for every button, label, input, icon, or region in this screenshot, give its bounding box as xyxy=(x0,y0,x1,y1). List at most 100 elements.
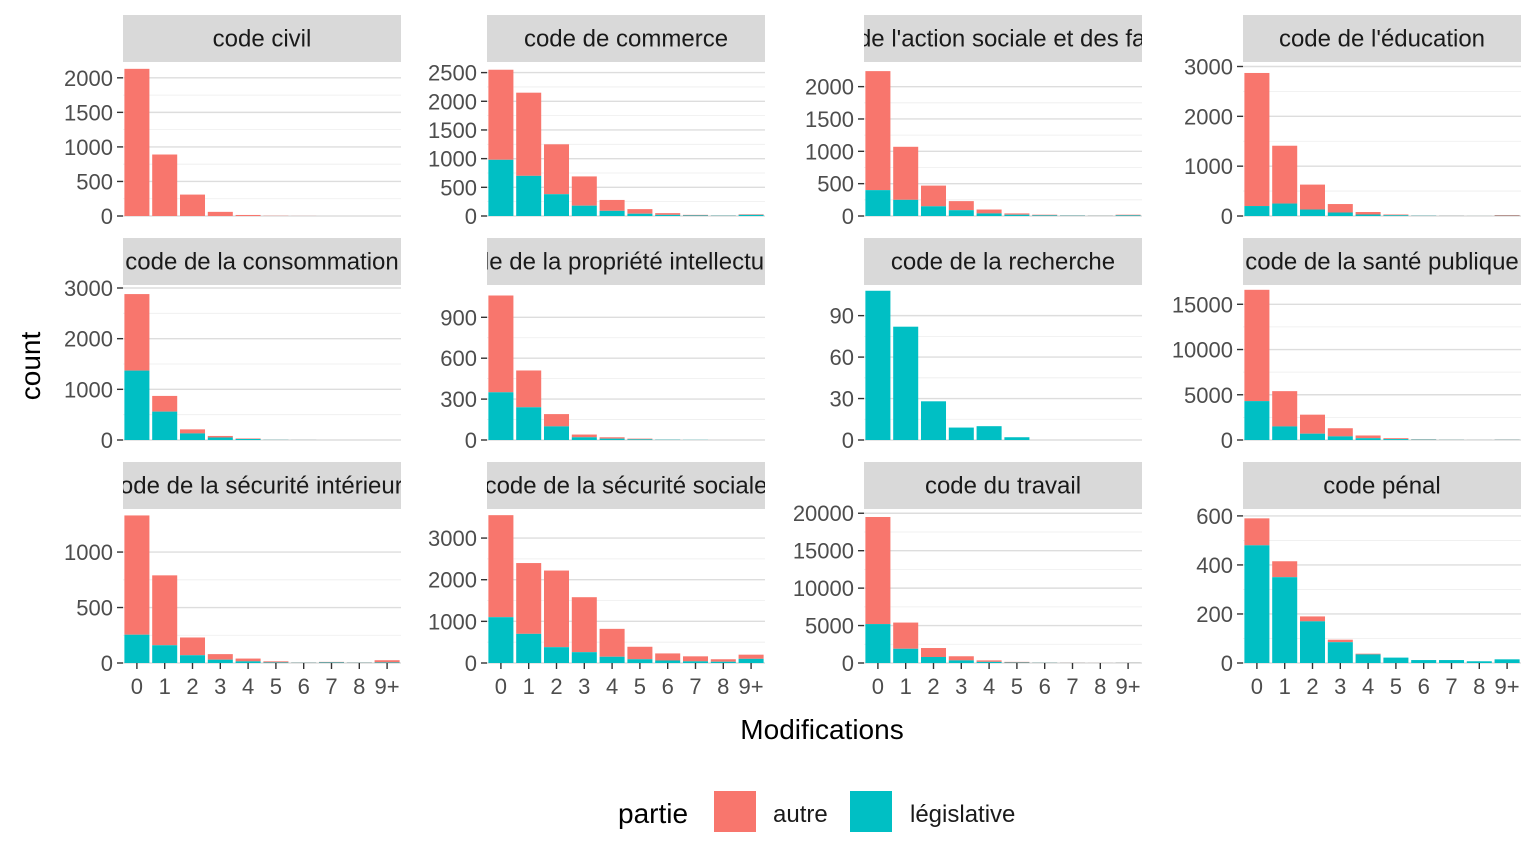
y-tick-label: 0 xyxy=(101,204,113,229)
y-tick-label: 0 xyxy=(1221,204,1233,229)
bar-legislative xyxy=(948,427,974,440)
facet-strip xyxy=(1243,15,1521,62)
bar-legislative xyxy=(710,661,736,663)
x-tick-label: 3 xyxy=(1334,674,1346,699)
bar-legislative xyxy=(893,199,919,216)
panel-4: code de l'éducation 0 1000 2000 3000 xyxy=(1184,15,1521,229)
bar-autre xyxy=(1004,661,1030,663)
bar-legislative xyxy=(627,659,653,663)
bar-autre xyxy=(124,515,150,635)
bar-legislative xyxy=(207,437,233,440)
bar-legislative xyxy=(235,438,261,440)
bar-legislative xyxy=(1299,209,1326,216)
y-tick-label: 0 xyxy=(1221,651,1233,676)
bar-autre xyxy=(516,563,542,634)
x-tick-label: 0 xyxy=(131,674,143,699)
bar-legislative xyxy=(920,401,947,440)
y-tick-label: 500 xyxy=(440,175,477,200)
bar-legislative xyxy=(599,656,625,663)
bar-legislative xyxy=(1327,642,1353,663)
facet-strip xyxy=(487,462,765,509)
bar-autre xyxy=(488,69,514,160)
panel-5: code de la consommation 0 1000 2000 3000 xyxy=(64,238,401,453)
x-tick-label: 2 xyxy=(550,674,562,699)
bar-legislative xyxy=(571,652,597,663)
bar-legislative xyxy=(655,660,681,663)
bar-autre xyxy=(543,144,570,195)
bar-autre xyxy=(488,515,514,618)
bar-legislative xyxy=(235,661,261,663)
bar-legislative xyxy=(543,426,570,440)
facet-title: code de l'éducation xyxy=(1279,26,1485,53)
y-tick-label: 200 xyxy=(1196,602,1233,627)
bar-autre xyxy=(1383,214,1409,216)
bar-autre xyxy=(152,575,178,646)
bar-autre xyxy=(207,654,233,660)
bar-autre xyxy=(235,214,261,216)
bar-legislative xyxy=(1299,621,1326,663)
bar-autre xyxy=(948,201,974,211)
x-tick-label: 2 xyxy=(1306,674,1318,699)
bar-autre xyxy=(1272,391,1298,427)
bar-legislative xyxy=(1411,660,1437,663)
legend-swatch-autre xyxy=(714,791,756,832)
y-tick-label: 1500 xyxy=(428,118,477,143)
bar-autre xyxy=(1244,518,1270,546)
bar-legislative xyxy=(179,655,206,663)
y-tick-label: 2000 xyxy=(1184,104,1233,129)
bar-legislative xyxy=(516,175,542,216)
bar-legislative xyxy=(318,662,345,663)
facet-strip xyxy=(1243,238,1521,285)
y-tick-label: 1000 xyxy=(64,540,113,565)
bar-legislative xyxy=(1272,426,1298,440)
bar-autre xyxy=(627,646,653,660)
bar-autre xyxy=(318,661,345,663)
y-tick-label: 0 xyxy=(101,428,113,453)
y-tick-label: 15000 xyxy=(793,539,854,564)
y-tick-label: 20000 xyxy=(793,501,854,526)
y-tick-label: 10000 xyxy=(793,576,854,601)
panel-1: code civil 0 500 1000 1500 2000 xyxy=(64,15,401,229)
y-tick-label: 2000 xyxy=(64,66,113,91)
bar-legislative xyxy=(976,661,1002,663)
bar-legislative xyxy=(1355,438,1381,440)
y-tick-label: 0 xyxy=(842,651,854,676)
bar-autre xyxy=(893,146,919,200)
bar-legislative xyxy=(488,159,514,216)
bar-autre xyxy=(865,71,891,191)
panel-7: code de la recherche 0 30 60 90 xyxy=(830,238,1142,453)
y-tick-label: 1500 xyxy=(64,100,113,125)
x-tick-label: 7 xyxy=(689,674,701,699)
bar-autre xyxy=(179,637,206,656)
bar-legislative xyxy=(571,437,597,440)
x-tick-label: 3 xyxy=(955,674,967,699)
bar-autre xyxy=(738,214,764,215)
bar-legislative xyxy=(124,370,150,440)
y-tick-label: 1000 xyxy=(805,139,854,164)
x-tick-label: 8 xyxy=(1473,674,1485,699)
bar-autre xyxy=(1299,414,1326,434)
bar-autre xyxy=(571,434,597,438)
facet-title: code de la consommation xyxy=(125,249,399,276)
facet-strip xyxy=(123,238,401,285)
facet-strip xyxy=(864,15,1142,62)
x-tick-label: 0 xyxy=(872,674,884,699)
bar-legislative xyxy=(682,661,709,663)
bar-autre xyxy=(599,628,625,657)
x-tick-label: 2 xyxy=(927,674,939,699)
facet-strip xyxy=(487,238,765,285)
bar-legislative xyxy=(865,624,891,663)
x-tick-label: 1 xyxy=(1279,674,1291,699)
bar-legislative xyxy=(599,210,625,216)
bar-autre xyxy=(1004,213,1030,215)
x-tick-label: 4 xyxy=(606,674,618,699)
bar-autre xyxy=(920,185,947,207)
x-tick-label: 0 xyxy=(1251,674,1263,699)
y-tick-label: 1000 xyxy=(64,135,113,160)
bar-legislative xyxy=(516,407,542,440)
bar-autre xyxy=(235,438,261,439)
bar-legislative xyxy=(1244,401,1270,440)
y-tick-label: 500 xyxy=(76,596,113,621)
bar-legislative xyxy=(1383,215,1409,216)
